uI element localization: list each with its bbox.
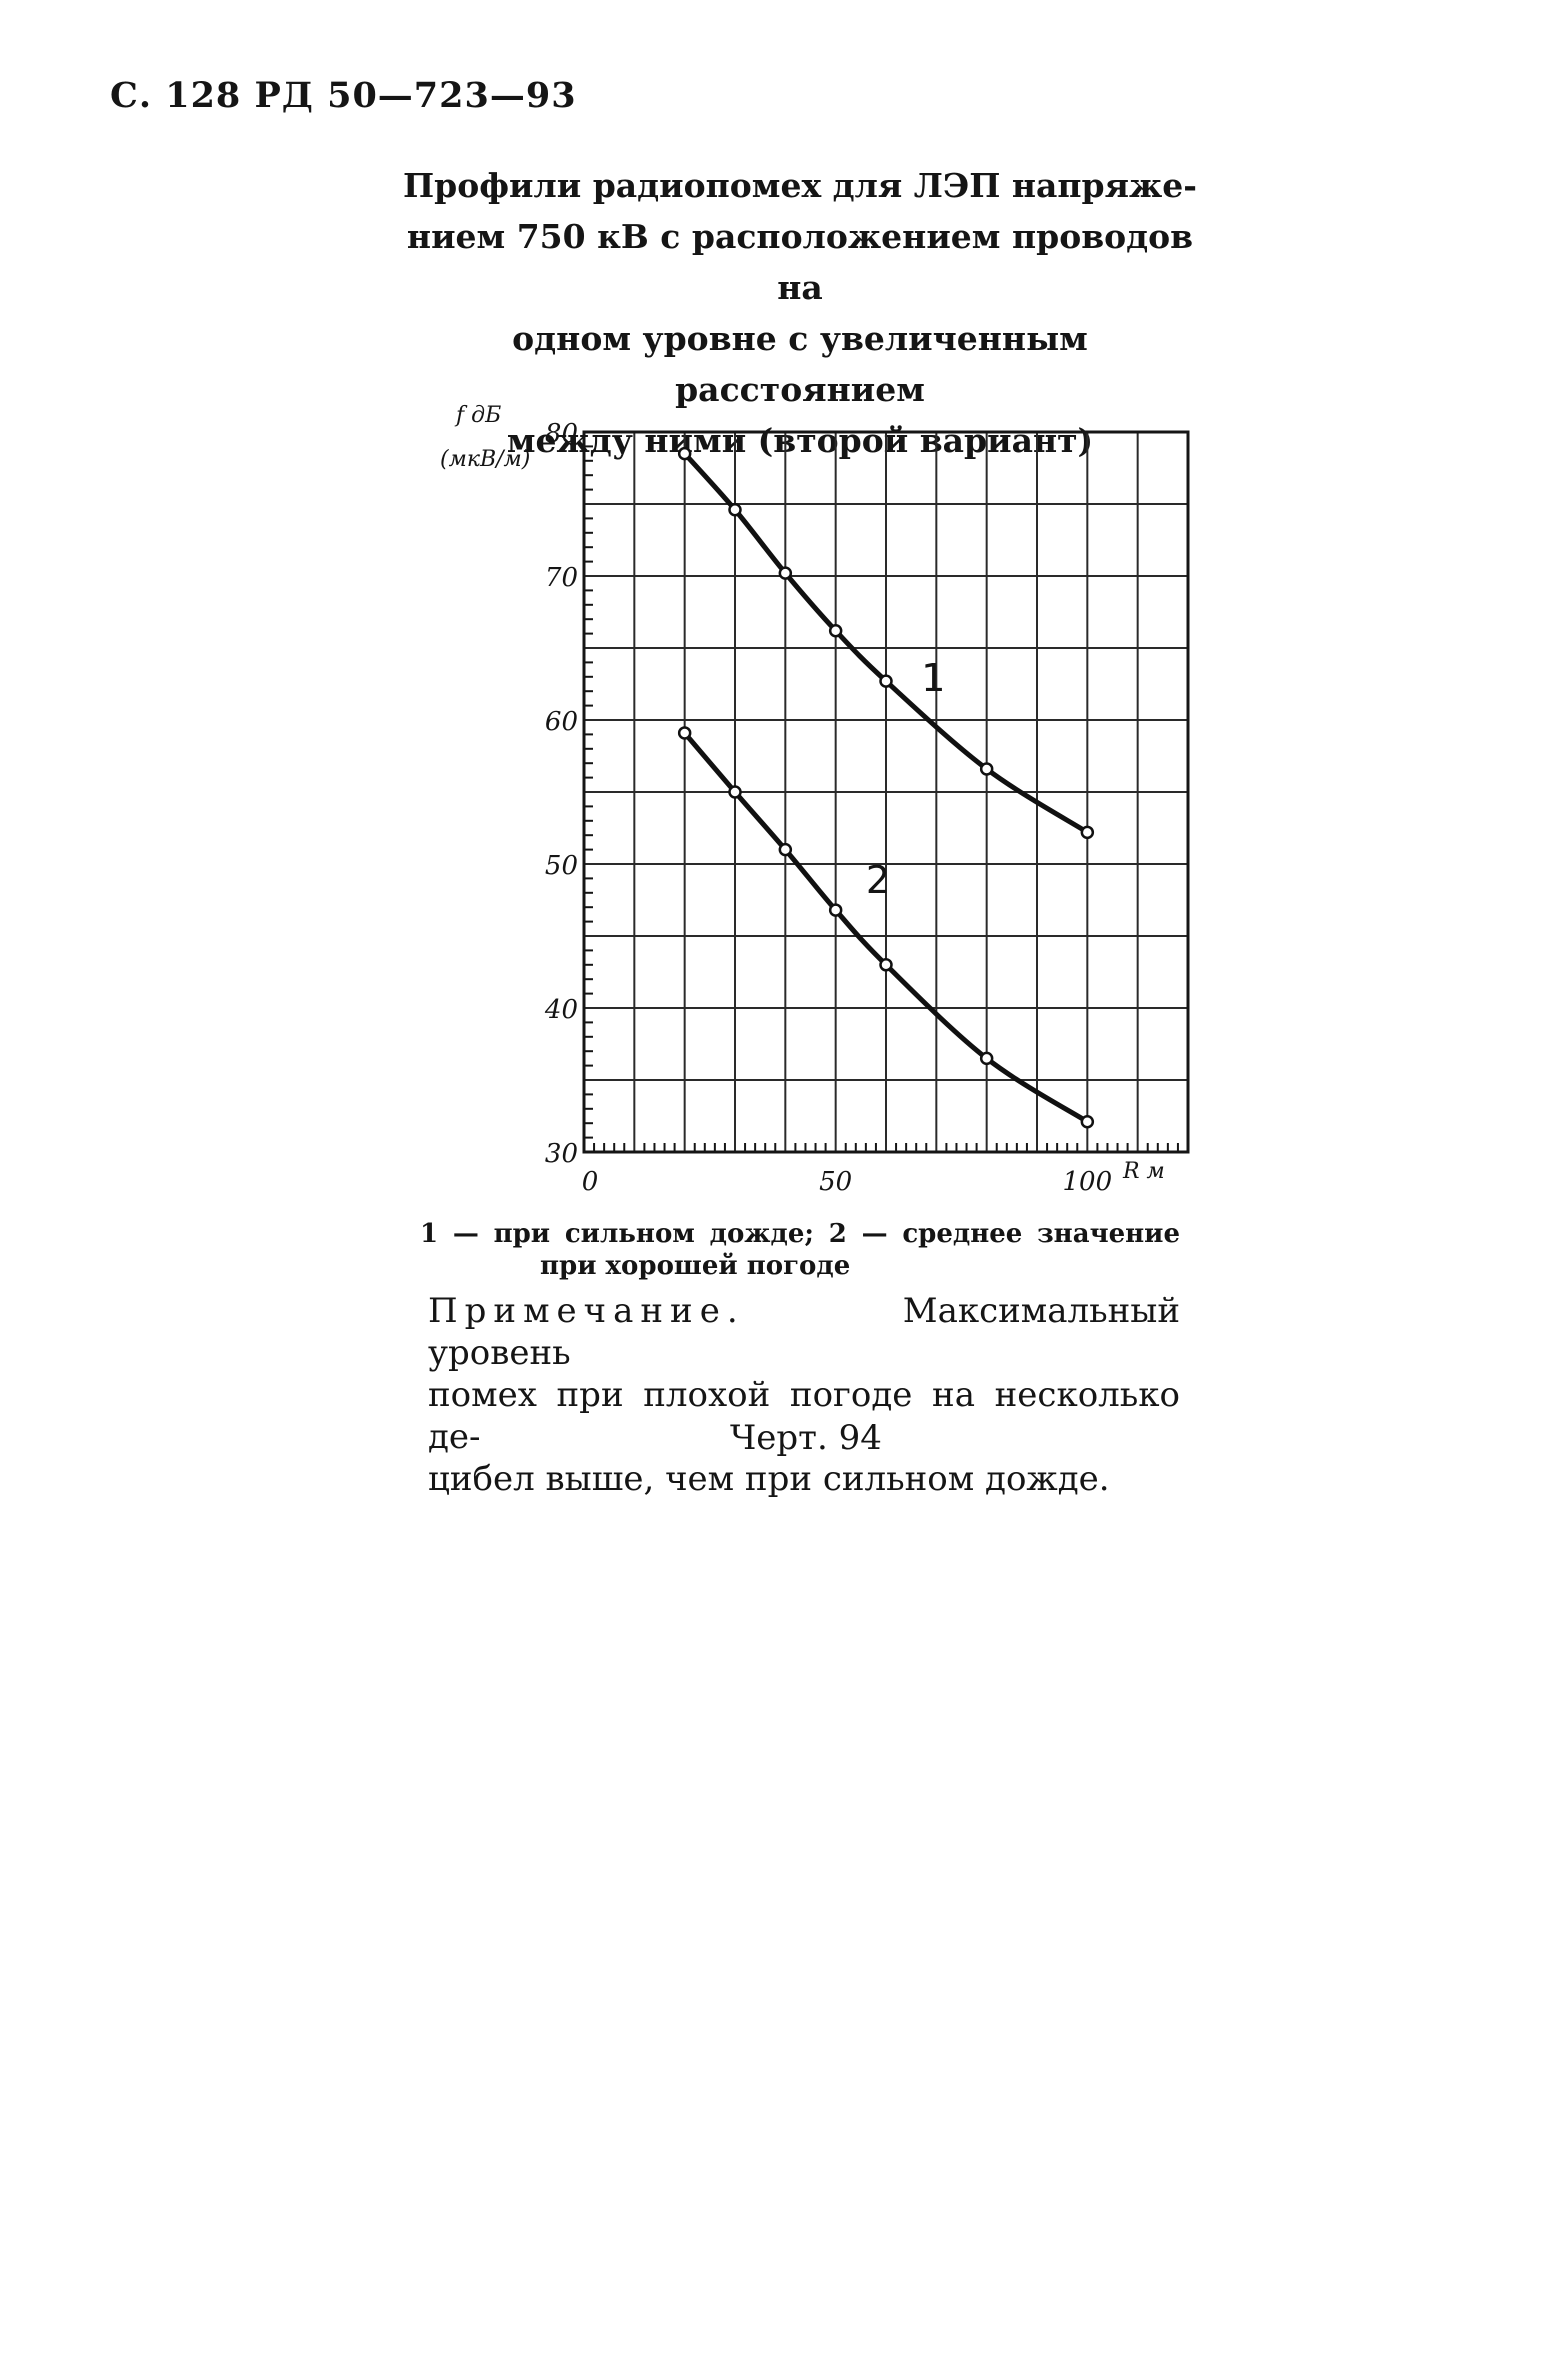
y-tick-label: 80 [545,419,578,449]
tick-labels: 30 40 50 60 70 80 0 50 100 [544,419,1112,1197]
chart-grid [584,432,1188,1152]
legend-line-2: при хорошей погоде [540,1251,851,1281]
series-2-point [828,903,843,917]
title-line-2: нием 750 кВ с расположением проводов на [406,217,1194,307]
y-tick-label: 40 [544,995,578,1025]
chart-series: 12 [677,446,1095,1129]
x-tick-label: 50 [819,1167,852,1197]
note-line-3: цибел выше, чем при сильном дожде. [428,1459,1110,1499]
series-2-point [728,785,742,799]
series-2-point [1080,1115,1095,1129]
note: Примечание. Максимальный уровень помех п… [428,1290,1180,1500]
figure-label: Черт. 94 [730,1418,882,1458]
note-line-1: Примечание. Максимальный уровень [428,1290,1180,1374]
series-1-point [828,623,843,638]
series-2-point [979,1051,994,1066]
title-line-4: между ними (второй вариант) [506,421,1094,460]
page-header: С. 128 РД 50—723—93 [110,75,577,116]
series-1-point [1080,825,1095,840]
series-1-point [728,503,742,517]
plot-frame [582,430,1190,1154]
y-axis-label-line-2: (мкВ/м) [440,447,530,472]
y-tick-label: 30 [545,1139,578,1169]
y-tick-label: 70 [545,563,578,593]
note-line-2: помех при плохой погоде на несколько де- [428,1375,1180,1457]
x-tick-label: 100 [1063,1167,1113,1197]
y-tick-label: 60 [545,707,578,737]
series-1-point [677,446,692,461]
chart-title: Профили радиопомех для ЛЭП напряже- нием… [400,160,1200,466]
minor-ticks [584,445,1179,1152]
x-axis-label: R м [1122,1159,1165,1184]
series-1-point [778,566,793,580]
chart-legend: 1 — при сильном дожде; 2 — среднее значе… [420,1218,1180,1282]
note-line-1-text: Максимальный уровень [428,1291,1180,1373]
title-line-3: одном уровне с увеличенным расстоянием [512,319,1088,409]
x-tick-label: 0 [582,1167,599,1197]
note-label: Примечание. [428,1291,745,1331]
series-1-point [979,762,994,776]
series-2-point [677,726,692,740]
series-1-point [879,674,893,688]
series-2-point [778,842,793,857]
legend-line-1: 1 — при сильном дожде; 2 — среднее значе… [420,1219,1180,1249]
title-line-1: Профили радиопомех для ЛЭП напряже- [402,166,1197,205]
series-2-point [879,958,893,972]
y-tick-label: 50 [545,851,578,881]
series-1-label: 1 [921,656,945,700]
series-2-label: 2 [866,858,890,902]
y-axis-label-line-1: f дБ [454,403,501,428]
